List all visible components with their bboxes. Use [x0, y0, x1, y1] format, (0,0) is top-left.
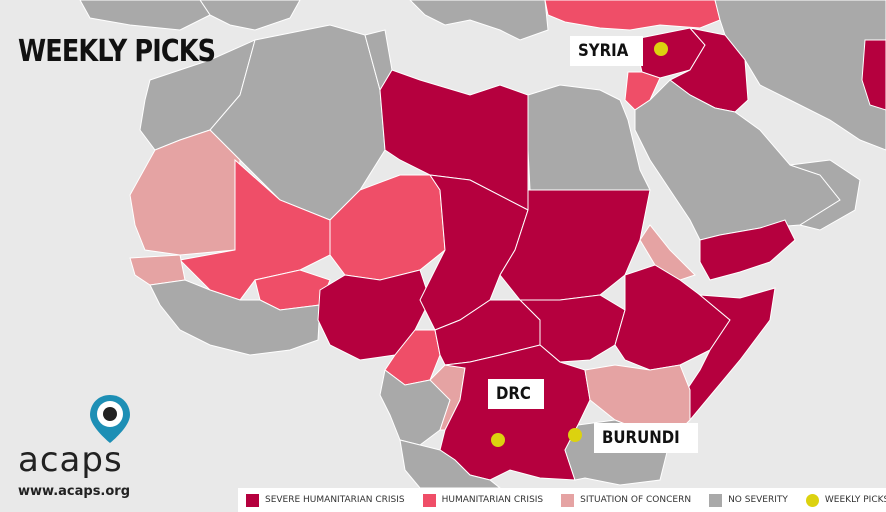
country-yemen: [699, 219, 796, 281]
legend-swatch-concern: [561, 493, 575, 507]
country-egypt: [527, 84, 651, 191]
pick-label-drc: DRC: [488, 379, 544, 409]
legend-label-concern: SITUATION OF CONCERN: [580, 495, 692, 505]
country-afghanistan-pakistan: [861, 39, 886, 111]
legend-label-severe: SEVERE HUMANITARIAN CRISIS: [265, 495, 405, 505]
legend-item-crisis: HUMANITARIAN CRISIS: [422, 493, 544, 507]
legend-swatch-severe: [246, 493, 259, 507]
legend-item-picks: WEEKLY PICKS: [805, 493, 886, 507]
country-angola: [399, 439, 502, 489]
pick-label-burundi: BURUNDI: [594, 423, 699, 453]
map-legend: SEVERE HUMANITARIAN CRISIS HUMANITARIAN …: [238, 488, 886, 512]
legend-item-severe: SEVERE HUMANITARIAN CRISIS: [246, 493, 405, 507]
pick-marker-burundi[interactable]: [568, 428, 582, 442]
country-south-sudan: [518, 294, 626, 363]
legend-item-concern: SITUATION OF CONCERN: [561, 493, 692, 507]
region-caucasus-iran: [714, 0, 886, 151]
pick-marker-syria[interactable]: [654, 42, 668, 56]
legend-label-crisis: HUMANITARIAN CRISIS: [441, 495, 544, 505]
region-spain: [79, 0, 211, 31]
country-uganda-kenya-area: [584, 364, 691, 441]
country-ethiopia: [614, 264, 731, 371]
pick-marker-drc[interactable]: [491, 433, 505, 447]
acaps-logo[interactable]: [14, 393, 144, 508]
legend-swatch-none: [709, 493, 723, 507]
page-title: WEEKLY PICKS: [18, 34, 216, 69]
legend-label-picks: WEEKLY PICKS: [824, 495, 886, 505]
pick-label-syria: SYRIA: [570, 36, 644, 66]
legend-item-none: NO SEVERITY: [709, 493, 788, 507]
logo-wordmark: acaps: [18, 440, 123, 480]
logo-url[interactable]: www.acaps.org: [18, 484, 131, 499]
legend-label-none: NO SEVERITY: [728, 495, 788, 505]
country-oman-uae: [789, 159, 861, 231]
legend-swatch-crisis: [422, 493, 436, 507]
location-pin-icon: [90, 395, 130, 443]
legend-swatch-picks: [805, 493, 819, 507]
region-italy-balkans: [409, 0, 549, 41]
country-somalia: [679, 287, 776, 421]
country-drc: [439, 344, 591, 481]
